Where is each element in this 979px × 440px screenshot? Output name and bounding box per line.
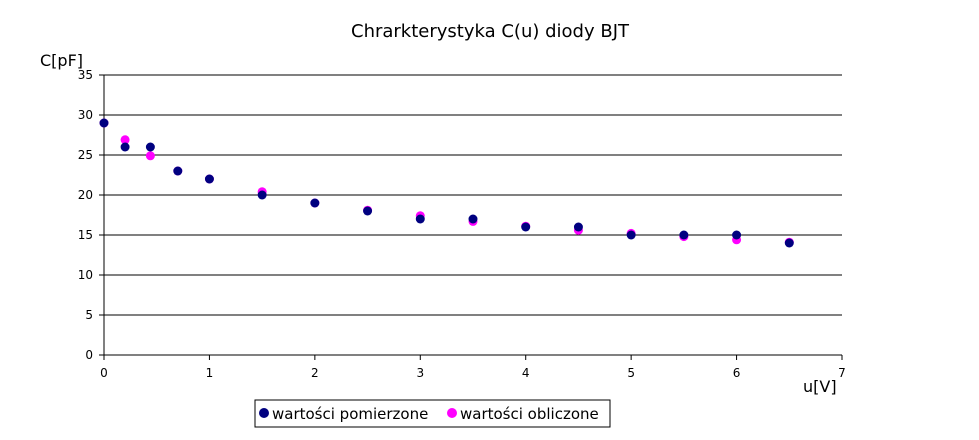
- measured-point-12: [626, 230, 636, 240]
- data-points: [99, 118, 794, 248]
- gridlines: [104, 74, 842, 316]
- y-tick-label: 15: [78, 228, 93, 242]
- y-tick-label: 25: [78, 148, 93, 162]
- measured-point-5: [257, 190, 267, 200]
- measured-point-9: [468, 214, 478, 224]
- measured-point-10: [521, 222, 531, 232]
- series-calculated: [99, 118, 794, 247]
- legend-label-calculated: wartości obliczone: [460, 405, 599, 423]
- measured-point-11: [573, 222, 583, 232]
- series-measured: [99, 118, 794, 248]
- measured-point-15: [784, 238, 794, 248]
- x-tick-label: 0: [100, 366, 108, 380]
- y-tick-label: 10: [78, 268, 93, 282]
- x-tick-label: 1: [206, 366, 214, 380]
- calculated-point-2: [145, 151, 155, 161]
- x-tick-labels: 0 1 2 3 4 5 6 7: [100, 355, 846, 380]
- measured-point-1: [120, 142, 130, 152]
- y-tick-label: 5: [85, 308, 93, 322]
- x-tick-label: 2: [311, 366, 319, 380]
- y-tick-label: 35: [78, 68, 93, 82]
- legend-box: [254, 399, 611, 428]
- y-tick-label: 0: [85, 348, 93, 362]
- legend-marker-calculated: [447, 408, 457, 418]
- chart-title: Chrarkterystyka C(u) diody BJT: [351, 21, 630, 42]
- measured-point-4: [204, 174, 214, 184]
- measured-point-3: [173, 166, 183, 176]
- measured-point-13: [679, 230, 689, 240]
- calculated-point-1: [120, 135, 130, 145]
- x-tick-label: 3: [416, 366, 424, 380]
- measured-point-2: [145, 142, 155, 152]
- x-tick-label: 5: [627, 366, 635, 380]
- x-tick-label: 7: [838, 366, 846, 380]
- measured-point-6: [310, 198, 320, 208]
- y-tick-label: 30: [78, 108, 93, 122]
- y-tick-label: 20: [78, 188, 93, 202]
- measured-point-7: [363, 206, 373, 216]
- measured-point-8: [415, 214, 425, 224]
- y-tick-labels: 0 5 10 15 20 25 30 35: [78, 68, 104, 362]
- x-tick-label: 4: [522, 366, 530, 380]
- measured-point-0: [99, 118, 109, 128]
- x-tick-label: 6: [733, 366, 741, 380]
- legend: wartości pomierzone wartości obliczone: [254, 399, 611, 428]
- measured-point-14: [732, 230, 742, 240]
- x-axis-label: u[V]: [803, 377, 837, 396]
- legend-marker-measured: [259, 408, 269, 418]
- legend-label-measured: wartości pomierzone: [272, 405, 428, 423]
- y-axis-label: C[pF]: [40, 51, 83, 70]
